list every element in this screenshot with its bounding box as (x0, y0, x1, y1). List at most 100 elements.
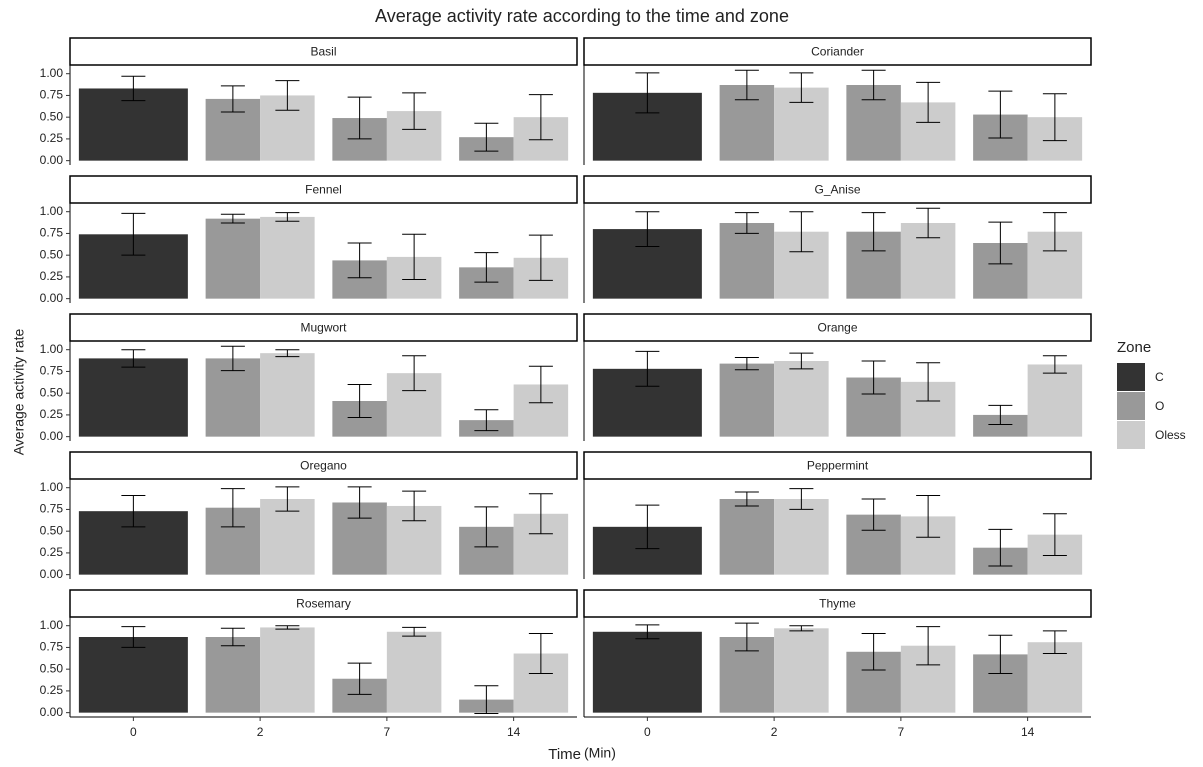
bar (973, 414, 1028, 437)
bar (260, 627, 315, 713)
y-tick-label: 1.00 (40, 480, 64, 494)
y-tick-label: 1.00 (40, 342, 64, 356)
error-bar (220, 345, 245, 372)
error-bar (789, 352, 814, 370)
error-bar (1042, 630, 1067, 655)
error-bar (220, 213, 245, 224)
x-tick-label: 14 (1021, 725, 1035, 739)
bar (774, 361, 829, 437)
error-bar (635, 72, 660, 114)
error-bar (1042, 513, 1067, 557)
error-bar (402, 355, 427, 392)
bar (205, 637, 261, 713)
error-bar (734, 212, 759, 234)
error-bar (347, 96, 372, 140)
y-tick-label: 0.25 (40, 545, 64, 559)
y-tick-label: 0.00 (40, 429, 64, 443)
error-bar (528, 633, 553, 675)
error-bar (789, 488, 814, 510)
legend-key (1117, 363, 1145, 391)
x-tick-label: 0 (130, 725, 137, 739)
error-bar (789, 211, 814, 253)
error-bar (988, 528, 1013, 567)
y-tick-label: 1.00 (40, 204, 64, 218)
error-bar (734, 69, 759, 101)
error-bar (988, 634, 1013, 675)
strip (69, 175, 578, 204)
error-bar (474, 252, 499, 283)
error-bar (220, 627, 245, 647)
bar (774, 628, 829, 713)
error-bar (916, 362, 941, 402)
error-bar (402, 92, 427, 130)
error-bar (528, 94, 553, 141)
x-axis-unit: (Min) (584, 745, 616, 761)
bar (260, 353, 315, 437)
x-tick-label: 7 (384, 725, 391, 739)
strip (583, 451, 1092, 480)
error-bar (861, 633, 886, 671)
y-tick-label: 0.25 (40, 407, 64, 421)
x-tick-label: 14 (507, 725, 521, 739)
legend-label: O (1155, 399, 1164, 413)
y-tick-label: 0.50 (40, 523, 64, 537)
error-bar (988, 221, 1013, 265)
error-bar (220, 488, 245, 528)
y-tick-label: 0.75 (40, 364, 64, 378)
error-bar (528, 234, 553, 281)
chart-title: Average activity rate according to the t… (375, 6, 789, 26)
strip (583, 589, 1092, 618)
error-bar (734, 622, 759, 652)
y-tick-label: 0.50 (40, 385, 64, 399)
error-bar (474, 506, 499, 548)
bar (1027, 364, 1083, 437)
error-bar (347, 486, 372, 519)
y-tick-label: 0.75 (40, 640, 64, 654)
y-tick-label: 0.25 (40, 683, 64, 697)
bar (719, 223, 775, 299)
error-bar (121, 212, 146, 256)
x-tick-label: 0 (644, 725, 651, 739)
y-tick-label: 0.75 (40, 502, 64, 516)
error-bar (275, 212, 300, 222)
strip (69, 313, 578, 342)
strip (69, 37, 578, 66)
error-bar (916, 81, 941, 123)
error-bar (347, 662, 372, 695)
bar (78, 358, 188, 437)
strip-label: Coriander (811, 45, 864, 59)
bar (774, 499, 829, 575)
y-tick-label: 0.75 (40, 226, 64, 240)
error-bar (474, 122, 499, 152)
strip-label: Peppermint (807, 459, 869, 473)
x-tick-label: 2 (771, 725, 778, 739)
y-tick-label: 0.00 (40, 705, 64, 719)
error-bar (861, 69, 886, 101)
error-bar (861, 360, 886, 395)
error-bar (402, 233, 427, 281)
error-bar (635, 350, 660, 387)
y-tick-label: 0.50 (40, 247, 64, 261)
strip (583, 37, 1092, 66)
y-tick-label: 0.00 (40, 567, 64, 581)
error-bar (121, 495, 146, 528)
error-bar (789, 72, 814, 103)
error-bar (916, 626, 941, 666)
strip (583, 313, 1092, 342)
legend-label: C (1155, 370, 1164, 384)
error-bar (1042, 355, 1067, 374)
legend-title: Zone (1117, 339, 1151, 356)
error-bar (528, 365, 553, 404)
error-bar (121, 349, 146, 368)
bar (592, 631, 702, 713)
strip-label: Fennel (305, 183, 342, 197)
error-bar (474, 685, 499, 715)
error-bar (988, 404, 1013, 425)
y-tick-label: 0.25 (40, 131, 64, 145)
y-tick-label: 1.00 (40, 66, 64, 80)
error-bar (275, 80, 300, 111)
bar (205, 218, 261, 299)
legend-label: Oless (1155, 428, 1186, 442)
y-tick-label: 0.25 (40, 269, 64, 283)
